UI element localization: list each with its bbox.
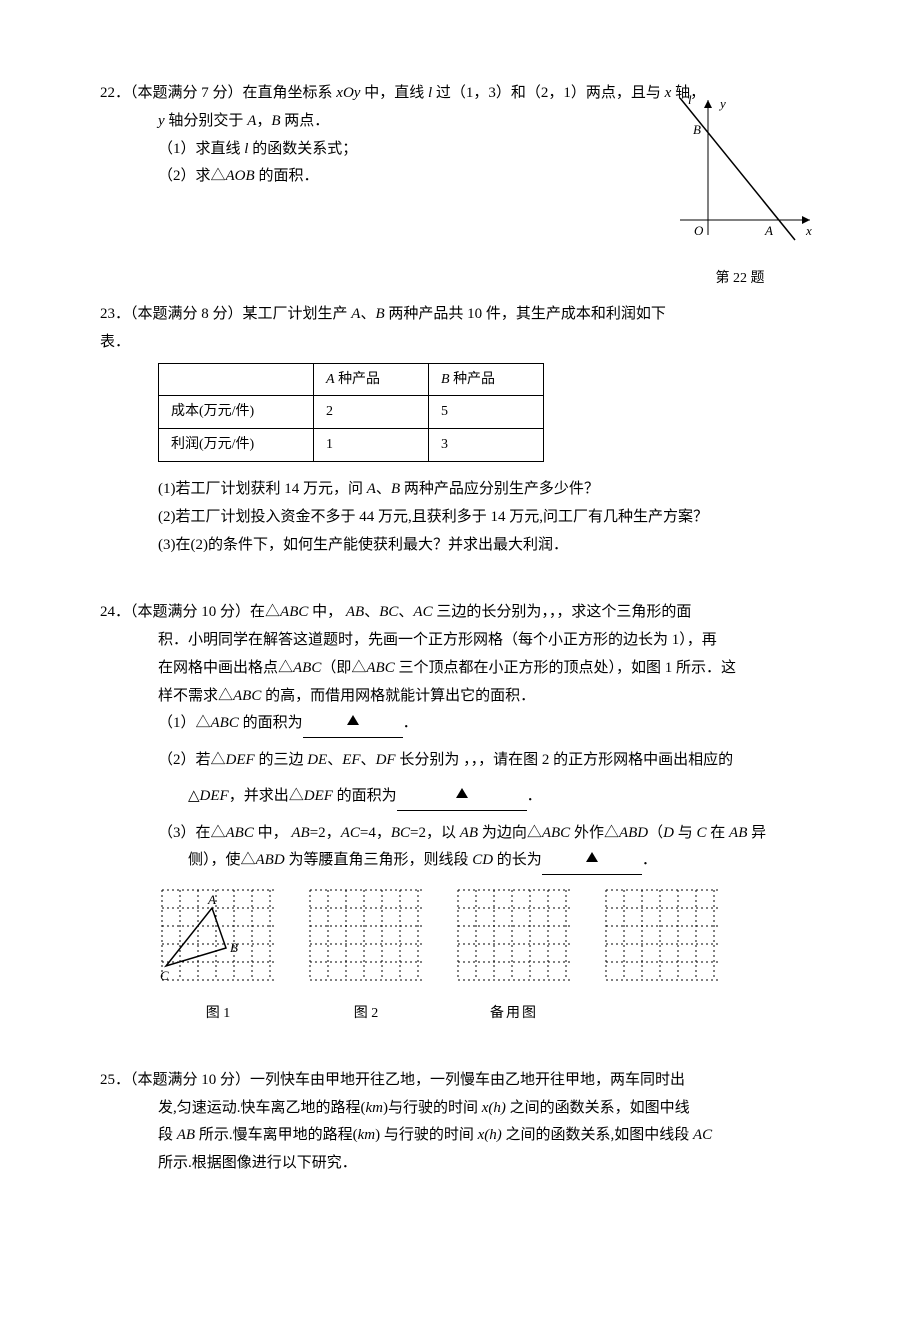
grid-3: 备用图 [454,886,574,1027]
table-row: A 种产品 B 种产品 [159,363,544,396]
svg-text:x: x [805,223,812,238]
blank-fill [303,709,403,738]
problem-24: 24．（本题满分 10 分）在△ABC 中， AB、BC、AC 三边的长分别为，… [100,599,820,1026]
svg-text:B: B [693,122,701,137]
svg-text:C: C [160,968,169,983]
q25-line3: 段 AB 所示.慢车离甲地的路程(km) 与行驶的时间 x(h) 之间的函数关系… [100,1122,820,1150]
grid-4 [602,886,722,1027]
q23-line2: 表． [100,329,820,357]
triangle-marker-icon [586,852,598,862]
grid-2: 图 2 [306,886,426,1027]
grid-3-svg [454,886,574,986]
svg-text:O: O [694,223,704,238]
svg-text:l: l [688,92,692,107]
q25-line1: 25．（本题满分 10 分）一列快车由甲地开往乙地，一列慢车由乙地开往甲地，两车… [100,1067,820,1095]
figure-22-svg: l y B O A x [660,90,820,250]
q24-sub2b: △DEF，并求出△DEF 的面积为． [100,783,820,812]
blank-fill [542,846,642,875]
triangle-marker-icon [456,788,468,798]
q24-sub3b: 侧），使△ABD 为等腰直角三角形，则线段 CD 的长为． [100,847,820,876]
q24-line4: 样不需求△ABC 的高，而借用网格就能计算出它的面积． [100,683,820,711]
table-row: 成本(万元/件) 2 5 [159,396,544,429]
q24-line1: 24．（本题满分 10 分）在△ABC 中， AB、BC、AC 三边的长分别为，… [100,599,820,627]
q24-number: 24． [100,604,130,620]
grid-2-svg [306,886,426,986]
svg-text:y: y [718,96,726,111]
table-row: 利润(万元/件) 1 3 [159,429,544,462]
svg-text:A: A [207,892,216,907]
q24-sub1: （1）△ABC 的面积为． [100,710,820,739]
grid-1-svg: A B C [158,886,278,986]
problem-25: 25．（本题满分 10 分）一列快车由甲地开往乙地，一列慢车由乙地开往甲地，两车… [100,1067,820,1178]
q24-line3: 在网格中画出格点△ABC（即△ABC 三个顶点都在小正方形的顶点处），如图 1 … [100,655,820,683]
problem-22: l y B O A x 第 22 题 22．（本题满分 7 分）在直角坐标系 x… [100,80,820,191]
q24-line2: 积．小明同学在解答这道题时，先画一个正方形网格（每个小正方形的边长为 1），再 [100,627,820,655]
q23-line1: 23．（本题满分 8 分）某工厂计划生产 A、B 两种产品共 10 件，其生产成… [100,301,820,329]
svg-text:A: A [764,223,773,238]
figure-22: l y B O A x 第 22 题 [660,90,820,292]
grid-1: A B C 图 1 [158,886,278,1027]
q24-grids: A B C 图 1 图 2 备用图 [158,886,820,1027]
q23-sub3: (3)在(2)的条件下，如何生产能使获利最大？并求出最大利润． [100,532,820,560]
problem-23: 23．（本题满分 8 分）某工厂计划生产 A、B 两种产品共 10 件，其生产成… [100,301,820,559]
q25-number: 25． [100,1072,130,1088]
q24-sub2: （2）若△DEF 的三边 DE、EF、DF 长分别为 ，，，请在图 2 的正方形… [100,747,820,775]
blank-fill [397,782,527,811]
q24-sub3: （3）在△ABC 中， AB=2，AC=4，BC=2，以 AB 为边向△ABC … [100,820,820,848]
q23-sub2: (2)若工厂计划投入资金不多于 44 万元,且获利多于 14 万元,问工厂有几种… [100,504,820,532]
q22-number: 22． [100,85,130,101]
q23-number: 23． [100,306,130,322]
figure-22-caption: 第 22 题 [660,266,820,292]
grid-4-svg [602,886,722,986]
triangle-marker-icon [347,715,359,725]
q23-table: A 种产品 B 种产品 成本(万元/件) 2 5 利润(万元/件) 1 3 [158,363,544,463]
q23-sub1: (1)若工厂计划获利 14 万元，问 A、B 两种产品应分别生产多少件？ [100,476,820,504]
q25-line4: 所示.根据图像进行以下研究． [100,1150,820,1178]
svg-text:B: B [230,940,238,955]
q25-line2: 发,匀速运动.快车离乙地的路程(km)与行驶的时间 x(h) 之间的函数关系，如… [100,1095,820,1123]
